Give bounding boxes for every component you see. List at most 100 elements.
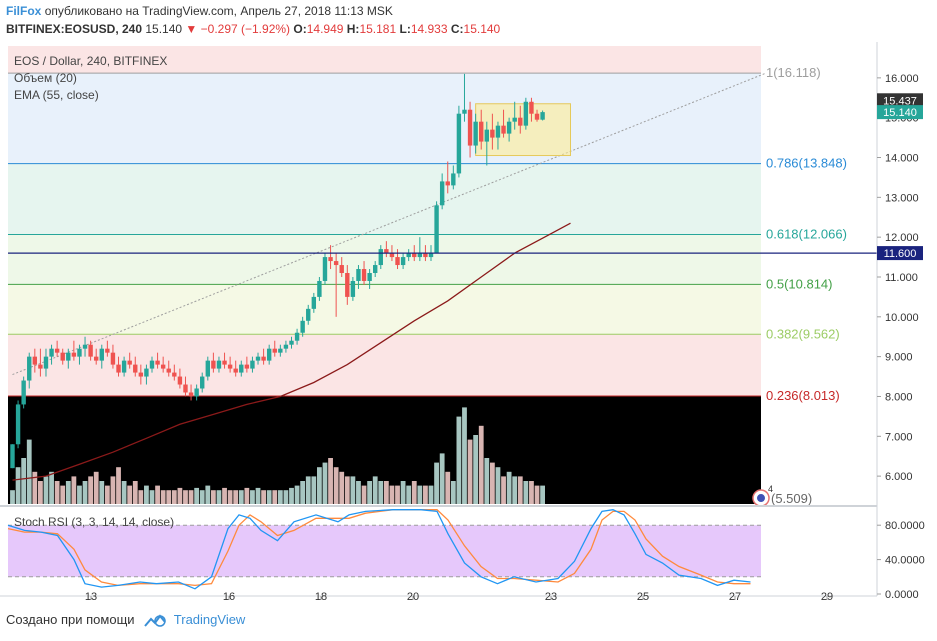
- price-chart[interactable]: 1(16.118) 0.786(13.848) 0.618(12.066) 0.5(1…: [0, 42, 937, 608]
- volume-bar: [26, 439, 32, 504]
- candle-body: [345, 273, 350, 297]
- fib-level-label: 0.236(8.013): [766, 388, 840, 403]
- volume-bar: [322, 462, 328, 504]
- tradingview-link[interactable]: TradingView: [173, 612, 246, 627]
- symbol-name: BITFINEX:EOSUSD, 240: [6, 22, 143, 36]
- candle-body: [27, 356, 32, 381]
- volume-bar: [400, 481, 406, 504]
- rectangle-drawing[interactable]: [475, 103, 572, 157]
- last-price: 15.140: [145, 22, 183, 36]
- low-label: L:: [399, 22, 411, 36]
- candle-body: [423, 253, 428, 258]
- candle-body: [534, 113, 540, 120]
- x-tick-label: 27: [729, 591, 741, 603]
- candle-body: [339, 265, 344, 274]
- legend-stoch: Stoch RSI (3, 3, 14, 14, close): [14, 515, 174, 529]
- volume-bar: [54, 481, 60, 504]
- price-label-box: [877, 93, 923, 108]
- x-tick-label: 13: [85, 591, 97, 603]
- volume-bars: [10, 407, 545, 504]
- tradingview-logo-icon: [144, 613, 166, 627]
- candle-body: [356, 269, 361, 281]
- volume-bar: [272, 490, 278, 504]
- volume-bar: [289, 487, 294, 504]
- volume-bar: [277, 490, 283, 504]
- volume-bar: [389, 485, 395, 504]
- close-value: 15.140: [463, 22, 501, 36]
- candle-body: [144, 368, 149, 377]
- x-tick-label: 23: [545, 591, 557, 603]
- candle-body: [395, 257, 400, 266]
- candle-body: [490, 129, 495, 138]
- high-label: H:: [346, 22, 360, 36]
- candle-body: [445, 181, 450, 186]
- price-label: 11.600: [884, 248, 917, 260]
- publish-info: опубликовано на TradingView.com, Апрель …: [44, 4, 393, 18]
- volume-bar: [489, 462, 495, 504]
- volume-bar: [261, 490, 266, 504]
- candle-body: [333, 261, 339, 266]
- volume-bar: [88, 476, 94, 504]
- candle-body: [451, 173, 456, 186]
- volume-bar: [540, 485, 545, 504]
- candle-body: [160, 364, 166, 369]
- candle-body: [127, 360, 132, 365]
- candle-body: [227, 364, 233, 369]
- fib-zone: [8, 73, 761, 164]
- fib-zone: [8, 46, 761, 74]
- fib-zone: [8, 284, 761, 335]
- y-tick-label: 14.000: [885, 153, 919, 165]
- candle-body: [467, 109, 473, 146]
- volume-bar: [300, 481, 306, 504]
- volume-bar: [439, 453, 445, 504]
- x-tick-label: 18: [315, 591, 327, 603]
- volume-bar: [417, 485, 423, 504]
- volume-bar: [350, 476, 356, 504]
- volume-bar: [183, 490, 188, 504]
- fib-level-label: 0.382(9.562): [766, 326, 840, 341]
- candle-body: [378, 249, 383, 266]
- candle-body: [512, 117, 517, 122]
- fib-zone: [8, 163, 761, 235]
- candle-body: [506, 121, 512, 134]
- trend-line: [12, 72, 766, 376]
- candle-body: [367, 273, 372, 281]
- fib-zone: [8, 234, 761, 285]
- axes: (5.509)416.00015.00014.00013.00012.00011…: [0, 42, 925, 603]
- volume-bar: [155, 485, 160, 504]
- candle-body: [400, 257, 406, 266]
- candle-body: [15, 404, 21, 445]
- volume-bar: [473, 435, 479, 504]
- candle-body: [289, 340, 294, 345]
- fib-zone: [8, 334, 761, 396]
- flag-icon-center: [757, 494, 765, 503]
- volume-bar: [104, 485, 110, 504]
- volume-bar: [10, 490, 15, 504]
- candle-body: [373, 265, 378, 274]
- fib-level-label: 0.786(13.848): [766, 156, 847, 171]
- author-name[interactable]: FilFox: [6, 4, 42, 18]
- volume-bar: [266, 490, 272, 504]
- candle-body: [21, 380, 26, 405]
- candle-body: [10, 444, 15, 469]
- y-tick-label: 13.000: [885, 192, 919, 204]
- volume-bar: [166, 490, 172, 504]
- candle-body: [66, 352, 71, 361]
- volume-bar: [356, 481, 361, 504]
- volume-bar: [294, 485, 300, 504]
- candle-body: [529, 101, 534, 114]
- volume-bar: [517, 476, 523, 504]
- candle-body: [138, 372, 144, 377]
- volume-bar: [456, 416, 462, 504]
- candle-body: [54, 348, 60, 353]
- candle-body: [77, 348, 82, 357]
- candle-body: [456, 113, 462, 174]
- volume-bar: [462, 407, 467, 504]
- volume-bar: [484, 458, 490, 504]
- candle-body: [183, 384, 188, 393]
- candle-body: [495, 125, 501, 138]
- candle-body: [540, 112, 545, 120]
- price-change: ▼ −0.297 (−1.92%): [185, 22, 291, 36]
- high-value: 15.181: [359, 22, 397, 36]
- y-tick-label: 7.000: [885, 431, 913, 443]
